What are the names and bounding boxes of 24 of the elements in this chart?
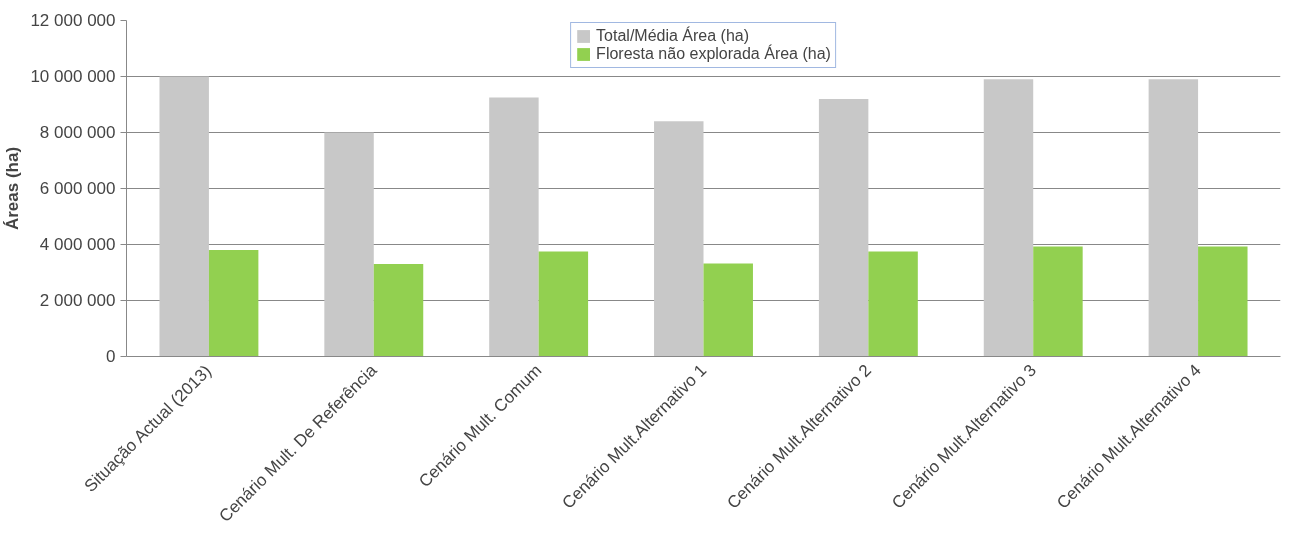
legend-label: Floresta não explorada Área (ha) bbox=[596, 45, 831, 63]
bar bbox=[489, 97, 539, 357]
bar bbox=[538, 251, 589, 357]
bar bbox=[373, 264, 424, 357]
bar bbox=[818, 98, 869, 357]
bar bbox=[1148, 79, 1199, 357]
bar bbox=[654, 121, 704, 357]
bar bbox=[983, 79, 1034, 357]
bar bbox=[1033, 246, 1083, 357]
y-tick-label: 6 000 000 bbox=[39, 179, 116, 198]
bar bbox=[159, 76, 209, 357]
bar bbox=[1198, 246, 1248, 357]
y-axis-title: Áreas (ha) bbox=[3, 146, 23, 231]
y-tick-label: 12 000 000 bbox=[30, 11, 116, 30]
legend-label: Total/Média Área (ha) bbox=[596, 27, 750, 45]
y-tick-label: 0 bbox=[106, 347, 116, 366]
y-tick-label: 4 000 000 bbox=[39, 235, 116, 254]
y-tick-label: 8 000 000 bbox=[39, 123, 116, 142]
bar bbox=[324, 132, 374, 357]
y-tick-label: 2 000 000 bbox=[39, 291, 116, 310]
bar bbox=[703, 263, 753, 357]
y-tick-label: 10 000 000 bbox=[30, 67, 116, 86]
bar bbox=[208, 250, 259, 357]
bar bbox=[868, 251, 918, 357]
